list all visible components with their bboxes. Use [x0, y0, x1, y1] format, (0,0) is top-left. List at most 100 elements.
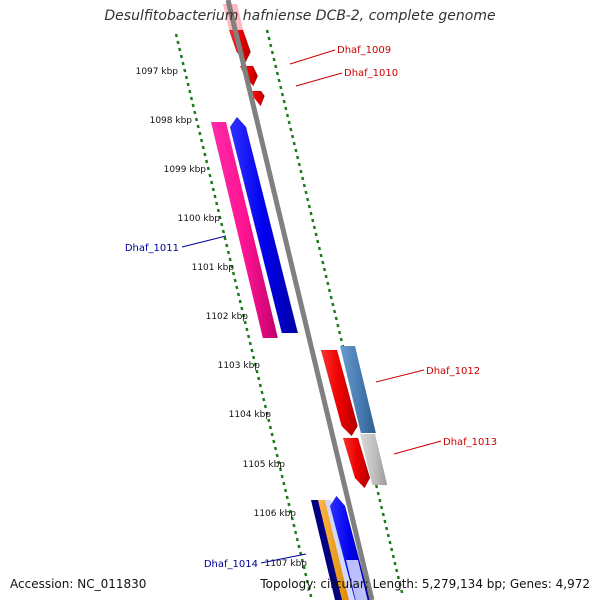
kbp-tick	[311, 218, 315, 223]
kbp-tick	[327, 288, 332, 293]
kbp-tick	[240, 306, 244, 311]
kbp-label: 1097 kbp	[136, 67, 179, 77]
kbp-tick	[381, 512, 385, 517]
kbp-tick	[307, 204, 311, 209]
kbp-tick	[331, 302, 335, 307]
accession-text: Accession: NC_011830	[10, 577, 147, 591]
kbp-tick	[184, 75, 189, 80]
genome-title: Desulfitobacterium hafniense DCB-2, comp…	[104, 8, 496, 24]
kbp-tick	[292, 523, 296, 528]
kbp-tick	[322, 267, 327, 272]
kbp-tick	[306, 197, 310, 202]
kbp-tick	[391, 554, 395, 559]
kbp-tick	[278, 467, 283, 472]
kbp-label: 1099 kbp	[164, 165, 207, 175]
kbp-tick	[292, 141, 296, 146]
kbp-tick	[304, 572, 308, 577]
kbp-tick	[174, 33, 178, 38]
kbp-tick	[189, 96, 194, 101]
kbp-tick	[275, 453, 279, 458]
genome-summary-text: Topology: circular; Length: 5,279,134 bp…	[260, 577, 590, 591]
kbp-tick	[299, 551, 303, 556]
kbp-tick	[265, 29, 269, 34]
kbp-tick	[230, 264, 234, 269]
kbp-tick	[282, 99, 286, 104]
kbp-tick	[216, 208, 220, 213]
kbp-tick	[263, 404, 267, 409]
kbp-tick	[273, 446, 278, 451]
kbp-tick	[277, 460, 281, 465]
gene-label-dhaf-1009[interactable]: Dhaf_1009	[337, 45, 391, 56]
kbp-tick	[319, 253, 323, 258]
kbp-tick	[338, 330, 342, 335]
gene-callouts: Dhaf_1009 Dhaf_1010 Dhaf_1011 Dhaf_1012 …	[125, 45, 497, 570]
kbp-tick	[326, 281, 330, 286]
kbp-tick	[385, 526, 389, 531]
kbp-tick	[215, 201, 219, 206]
gene-label-dhaf-1010[interactable]: Dhaf_1010	[344, 68, 398, 79]
kbp-tick	[245, 327, 249, 332]
kbp-tick	[181, 61, 185, 66]
kbp-tick	[301, 176, 305, 181]
kbp-tick	[241, 313, 246, 318]
kbp-tick	[274, 64, 278, 69]
kbp-tick	[262, 397, 266, 402]
kbp-tick	[258, 383, 262, 388]
kbp-tick	[199, 138, 204, 143]
gene-dhaf-1012	[320, 349, 358, 437]
gene-label-dhaf-1013[interactable]: Dhaf_1013	[443, 437, 497, 448]
kbp-label: 1100 kbp	[178, 214, 221, 224]
gene-label-dhaf-1011[interactable]: Dhaf_1011	[125, 243, 179, 254]
kbp-ticks-inner	[174, 33, 313, 598]
gene-dhaf-1011-inner	[211, 122, 278, 338]
callout-line	[375, 369, 425, 383]
kbp-tick	[272, 439, 276, 444]
kbp-tick	[383, 519, 387, 524]
kbp-tick	[316, 239, 320, 244]
kbp-tick	[267, 418, 271, 423]
gene-label-dhaf-1012[interactable]: Dhaf_1012	[426, 366, 480, 377]
gene-dhaf-1014-shade	[346, 560, 368, 600]
kbp-tick	[252, 355, 256, 360]
kbp-tick	[211, 187, 215, 192]
kbp-tick	[390, 547, 394, 552]
kbp-tick	[220, 222, 224, 227]
kbp-tick	[213, 194, 217, 199]
kbp-tick	[188, 89, 192, 94]
callout-line	[295, 72, 343, 87]
kbp-tick	[294, 530, 298, 535]
kbp-tick	[218, 215, 222, 220]
gene-label-dhaf-1014[interactable]: Dhaf_1014	[204, 559, 258, 570]
kbp-tick	[396, 575, 400, 580]
kbp-tick	[253, 362, 257, 367]
gene-features	[211, 4, 388, 601]
genome-backbone	[225, 0, 375, 601]
kbp-tick	[393, 561, 397, 566]
gene-dhaf-1014-light	[325, 500, 355, 600]
kbp-tick	[272, 57, 276, 62]
kbp-tick	[296, 155, 300, 160]
kbp-tick	[302, 565, 306, 570]
kbp-label: 1098 kbp	[150, 116, 193, 126]
kbp-tick	[304, 190, 308, 195]
kbp-tick	[250, 348, 254, 353]
kbp-tick	[186, 82, 190, 87]
kbp-tick	[221, 229, 225, 234]
callout-line	[181, 235, 227, 248]
kbp-tick	[285, 495, 289, 500]
kbp-tick	[334, 316, 338, 321]
kbp-tick	[203, 152, 207, 157]
kbp-tick	[257, 376, 261, 381]
kbp-tick	[255, 369, 259, 374]
kbp-tick	[201, 145, 205, 150]
kbp-tick	[285, 113, 290, 118]
kbp-tick	[300, 558, 304, 563]
kbp-tick	[289, 509, 293, 514]
callout-line	[393, 440, 442, 455]
kbp-tick	[290, 134, 295, 139]
kbp-tick	[314, 232, 318, 237]
kbp-tick	[208, 173, 212, 178]
kbp-tick	[297, 162, 301, 167]
kbp-tick	[284, 106, 288, 111]
